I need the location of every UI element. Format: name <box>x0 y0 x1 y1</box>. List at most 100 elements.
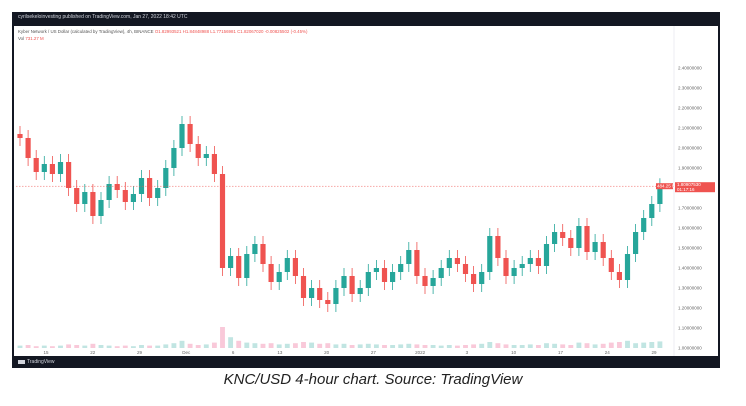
y-tick-label: 1.70000000 <box>678 206 702 211</box>
volume-bar <box>33 346 39 348</box>
y-tick-label: 1.50000000 <box>678 246 702 251</box>
candle-body <box>487 236 493 272</box>
candle-body <box>479 272 485 284</box>
candle-body <box>66 162 72 188</box>
y-tick-label: 1.00000000 <box>678 346 702 351</box>
volume-bar <box>147 345 153 348</box>
candle-body <box>57 162 64 174</box>
volume-bar <box>398 344 404 348</box>
volume-bar <box>365 343 371 348</box>
volume-bar <box>325 343 331 348</box>
candle-body <box>373 268 379 272</box>
volume-bar <box>171 343 177 348</box>
plot-area[interactable]: 2.40000000 2.30000000 2.20000000 2.10000000… <box>14 26 718 356</box>
candle-body <box>17 134 23 138</box>
candle-body <box>25 138 31 158</box>
volume-bar <box>163 344 169 348</box>
y-tick-label: 2.10000000 <box>678 126 702 131</box>
candle-body <box>576 226 582 248</box>
volume-bar <box>228 337 234 348</box>
x-tick-label: 3 <box>466 350 469 355</box>
candle-body <box>317 288 323 300</box>
candle-body <box>114 184 120 190</box>
volume-bar <box>195 345 201 348</box>
x-tick-label: 2022 <box>415 350 426 355</box>
x-tick-label: 29 <box>137 350 143 355</box>
volume-bar <box>98 345 104 348</box>
candle-body <box>179 124 185 148</box>
candle-body <box>608 258 614 272</box>
volume-bar <box>633 343 639 348</box>
volume-bar <box>641 342 647 348</box>
candle-body <box>33 158 39 172</box>
volume-bar <box>625 340 630 348</box>
candle-body <box>90 192 96 216</box>
candle-body <box>49 164 55 174</box>
volume-bar <box>82 345 88 348</box>
candle-body <box>163 168 169 188</box>
candle-body <box>41 164 47 172</box>
y-tick-label: 1.90000000 <box>678 166 702 171</box>
volume-bar <box>49 346 55 348</box>
volume-bar <box>203 344 209 348</box>
candle-body <box>592 242 598 252</box>
candle-body <box>341 276 347 288</box>
volume-bar <box>139 345 144 348</box>
volume-bar <box>357 344 363 348</box>
x-tick-label: 22 <box>90 350 96 355</box>
volume-bar <box>422 345 428 348</box>
candle-body <box>171 148 177 168</box>
candle-body <box>187 124 193 144</box>
candle-body <box>446 258 452 268</box>
candle-body <box>381 268 388 282</box>
volume-bar <box>122 345 128 348</box>
candle-body <box>390 272 396 282</box>
x-tick-label: 15 <box>43 350 49 355</box>
volume-legend: Vol 731.27 M <box>18 36 44 41</box>
x-tick-label: 10 <box>511 350 517 355</box>
chart-frame: cyrilsekeloinvesting published on Tradin… <box>12 12 720 368</box>
volume-bar <box>74 345 80 348</box>
candle-body <box>325 300 331 304</box>
candle-body <box>122 190 128 202</box>
candle-body <box>228 256 234 268</box>
candle-body <box>357 288 363 294</box>
candle-body <box>211 154 217 174</box>
ohlc-values: O1.82993521 H1.84848988 L1.77156981 C1.8… <box>154 29 308 34</box>
symbol-title: Kyber Network / US Dollar (calculated by… <box>18 29 154 34</box>
volume-bar <box>260 343 266 348</box>
volume-bar <box>519 345 525 348</box>
candle-body <box>82 192 88 204</box>
candle-body <box>422 276 428 286</box>
volume-bar <box>309 342 315 348</box>
volume-bar <box>244 342 250 348</box>
price-tag-bg <box>675 182 715 193</box>
y-tick-label: 1.60000000 <box>678 226 702 231</box>
volume-bar <box>446 345 452 348</box>
candle-body <box>430 278 436 286</box>
y-tick-label: 1.10000000 <box>678 326 702 331</box>
candle-body <box>219 174 226 268</box>
volume-bar <box>576 342 582 348</box>
candle-body <box>560 232 566 238</box>
volume-bar <box>90 343 96 348</box>
volume-bar <box>649 342 655 348</box>
volume-bar <box>487 342 493 348</box>
candlestick-chart[interactable]: 2.40000000 2.30000000 2.20000000 2.10000000… <box>14 26 718 356</box>
volume-bar <box>373 344 379 348</box>
volume-bar <box>333 344 339 348</box>
y-tick-label: 1.40000000 <box>678 266 702 271</box>
candle-body <box>616 272 622 280</box>
volume-bar <box>155 345 161 348</box>
volume-bar <box>130 346 136 348</box>
candle-body <box>657 186 663 204</box>
volume-bar <box>252 343 258 348</box>
volume-bar <box>292 343 298 348</box>
countdown-tag: 01:17:16 <box>677 187 695 192</box>
volume-bar <box>608 342 614 348</box>
publisher-text: cyrilsekeloinvesting published on Tradin… <box>18 14 188 20</box>
tradingview-logo[interactable]: TradingView <box>18 359 55 365</box>
volume-bar <box>616 342 622 348</box>
candle-body <box>552 232 558 244</box>
x-tick-label: Dec <box>182 350 191 355</box>
